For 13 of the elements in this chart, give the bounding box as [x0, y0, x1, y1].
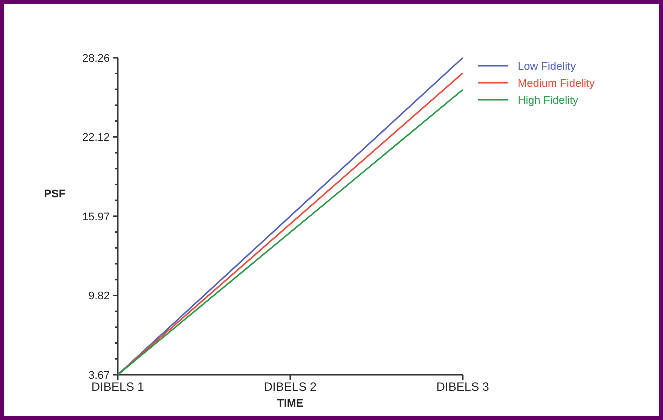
legend-label: High Fidelity — [518, 94, 580, 107]
y-tick-label: 28.26 — [82, 52, 110, 65]
y-axis-title: PSF — [44, 188, 66, 200]
y-tick-label: 9.82 — [88, 290, 110, 303]
x-tick-label: DIBELS 3 — [436, 380, 490, 394]
legend-label: Medium Fidelity — [518, 78, 596, 90]
y-tick-label: 3.67 — [88, 370, 110, 382]
x-tick-label: DIBELS 1 — [92, 380, 145, 394]
legend-label: Low Fidelity — [518, 60, 577, 73]
x-tick-label: DIBELS 2 — [264, 380, 318, 394]
x-axis-title: TIME — [277, 398, 304, 410]
y-tick-label: 15.97 — [82, 211, 110, 224]
y-tick-label: 22.12 — [82, 132, 110, 144]
